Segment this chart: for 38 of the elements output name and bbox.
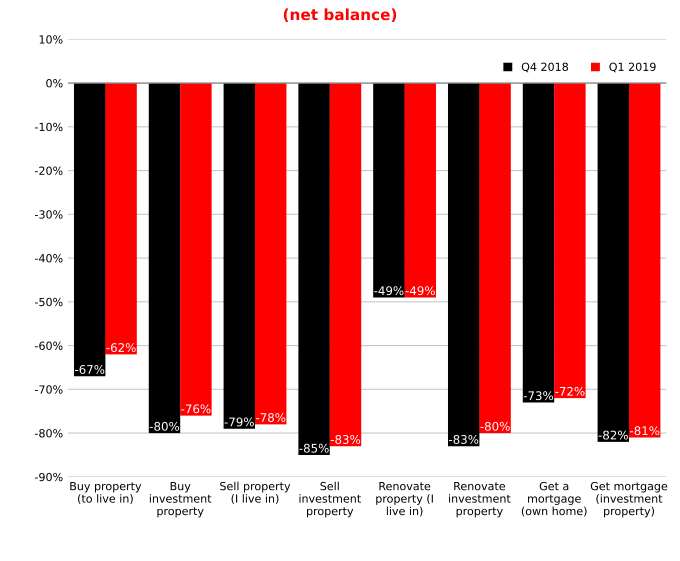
y-tick-label: -20%: [34, 166, 63, 175]
x-tick-label: Get mortgage (investment property): [590, 482, 668, 518]
y-tick-label: -30%: [34, 210, 63, 219]
y-tick-label: -80%: [34, 429, 63, 438]
data-label: -80%: [480, 422, 510, 431]
y-tick-label: -10%: [34, 122, 63, 132]
x-tick-label: Buy property (to live in): [70, 482, 142, 504]
data-label: -78%: [256, 413, 286, 422]
data-label: -72%: [555, 386, 585, 396]
x-tick-label: Renovate property (I live in): [376, 482, 433, 517]
data-label: -49%: [374, 286, 404, 296]
x-tick-label: Buy investment property: [150, 482, 212, 518]
y-tick-label: -70%: [34, 385, 63, 394]
data-label: -82%: [598, 430, 628, 440]
y-tick-label: -40%: [34, 254, 63, 262]
x-tick-label: Sell investment property: [299, 482, 361, 518]
x-tick-label: Sell property (I live in): [220, 482, 290, 504]
chart-title: (net balance): [284, 8, 396, 22]
data-label: -67%: [75, 364, 104, 374]
data-label: -85%: [299, 444, 329, 453]
data-label: -76%: [181, 404, 211, 414]
y-tick-label: -50%: [34, 298, 63, 306]
data-label: -81%: [630, 426, 660, 436]
data-label: -83%: [449, 435, 478, 444]
data-label: -62%: [106, 343, 136, 352]
data-label: -73%: [524, 391, 554, 400]
legend-label: Q1 2019: [609, 62, 656, 72]
data-label: -79%: [224, 418, 254, 426]
data-label: -83%: [330, 435, 360, 444]
y-tick-label: -90%: [34, 472, 63, 482]
legend-label: Q4 2018: [522, 62, 568, 72]
x-tick-label: Get a mortgage (own home): [522, 482, 587, 517]
x-tick-label: Renovate investment property: [449, 482, 511, 518]
data-label: -49%: [406, 286, 435, 296]
data-label: -80%: [150, 422, 180, 431]
y-tick-label: -60%: [34, 342, 63, 350]
y-tick-label: 10%: [40, 35, 63, 44]
y-tick-label: 0%: [46, 79, 63, 88]
